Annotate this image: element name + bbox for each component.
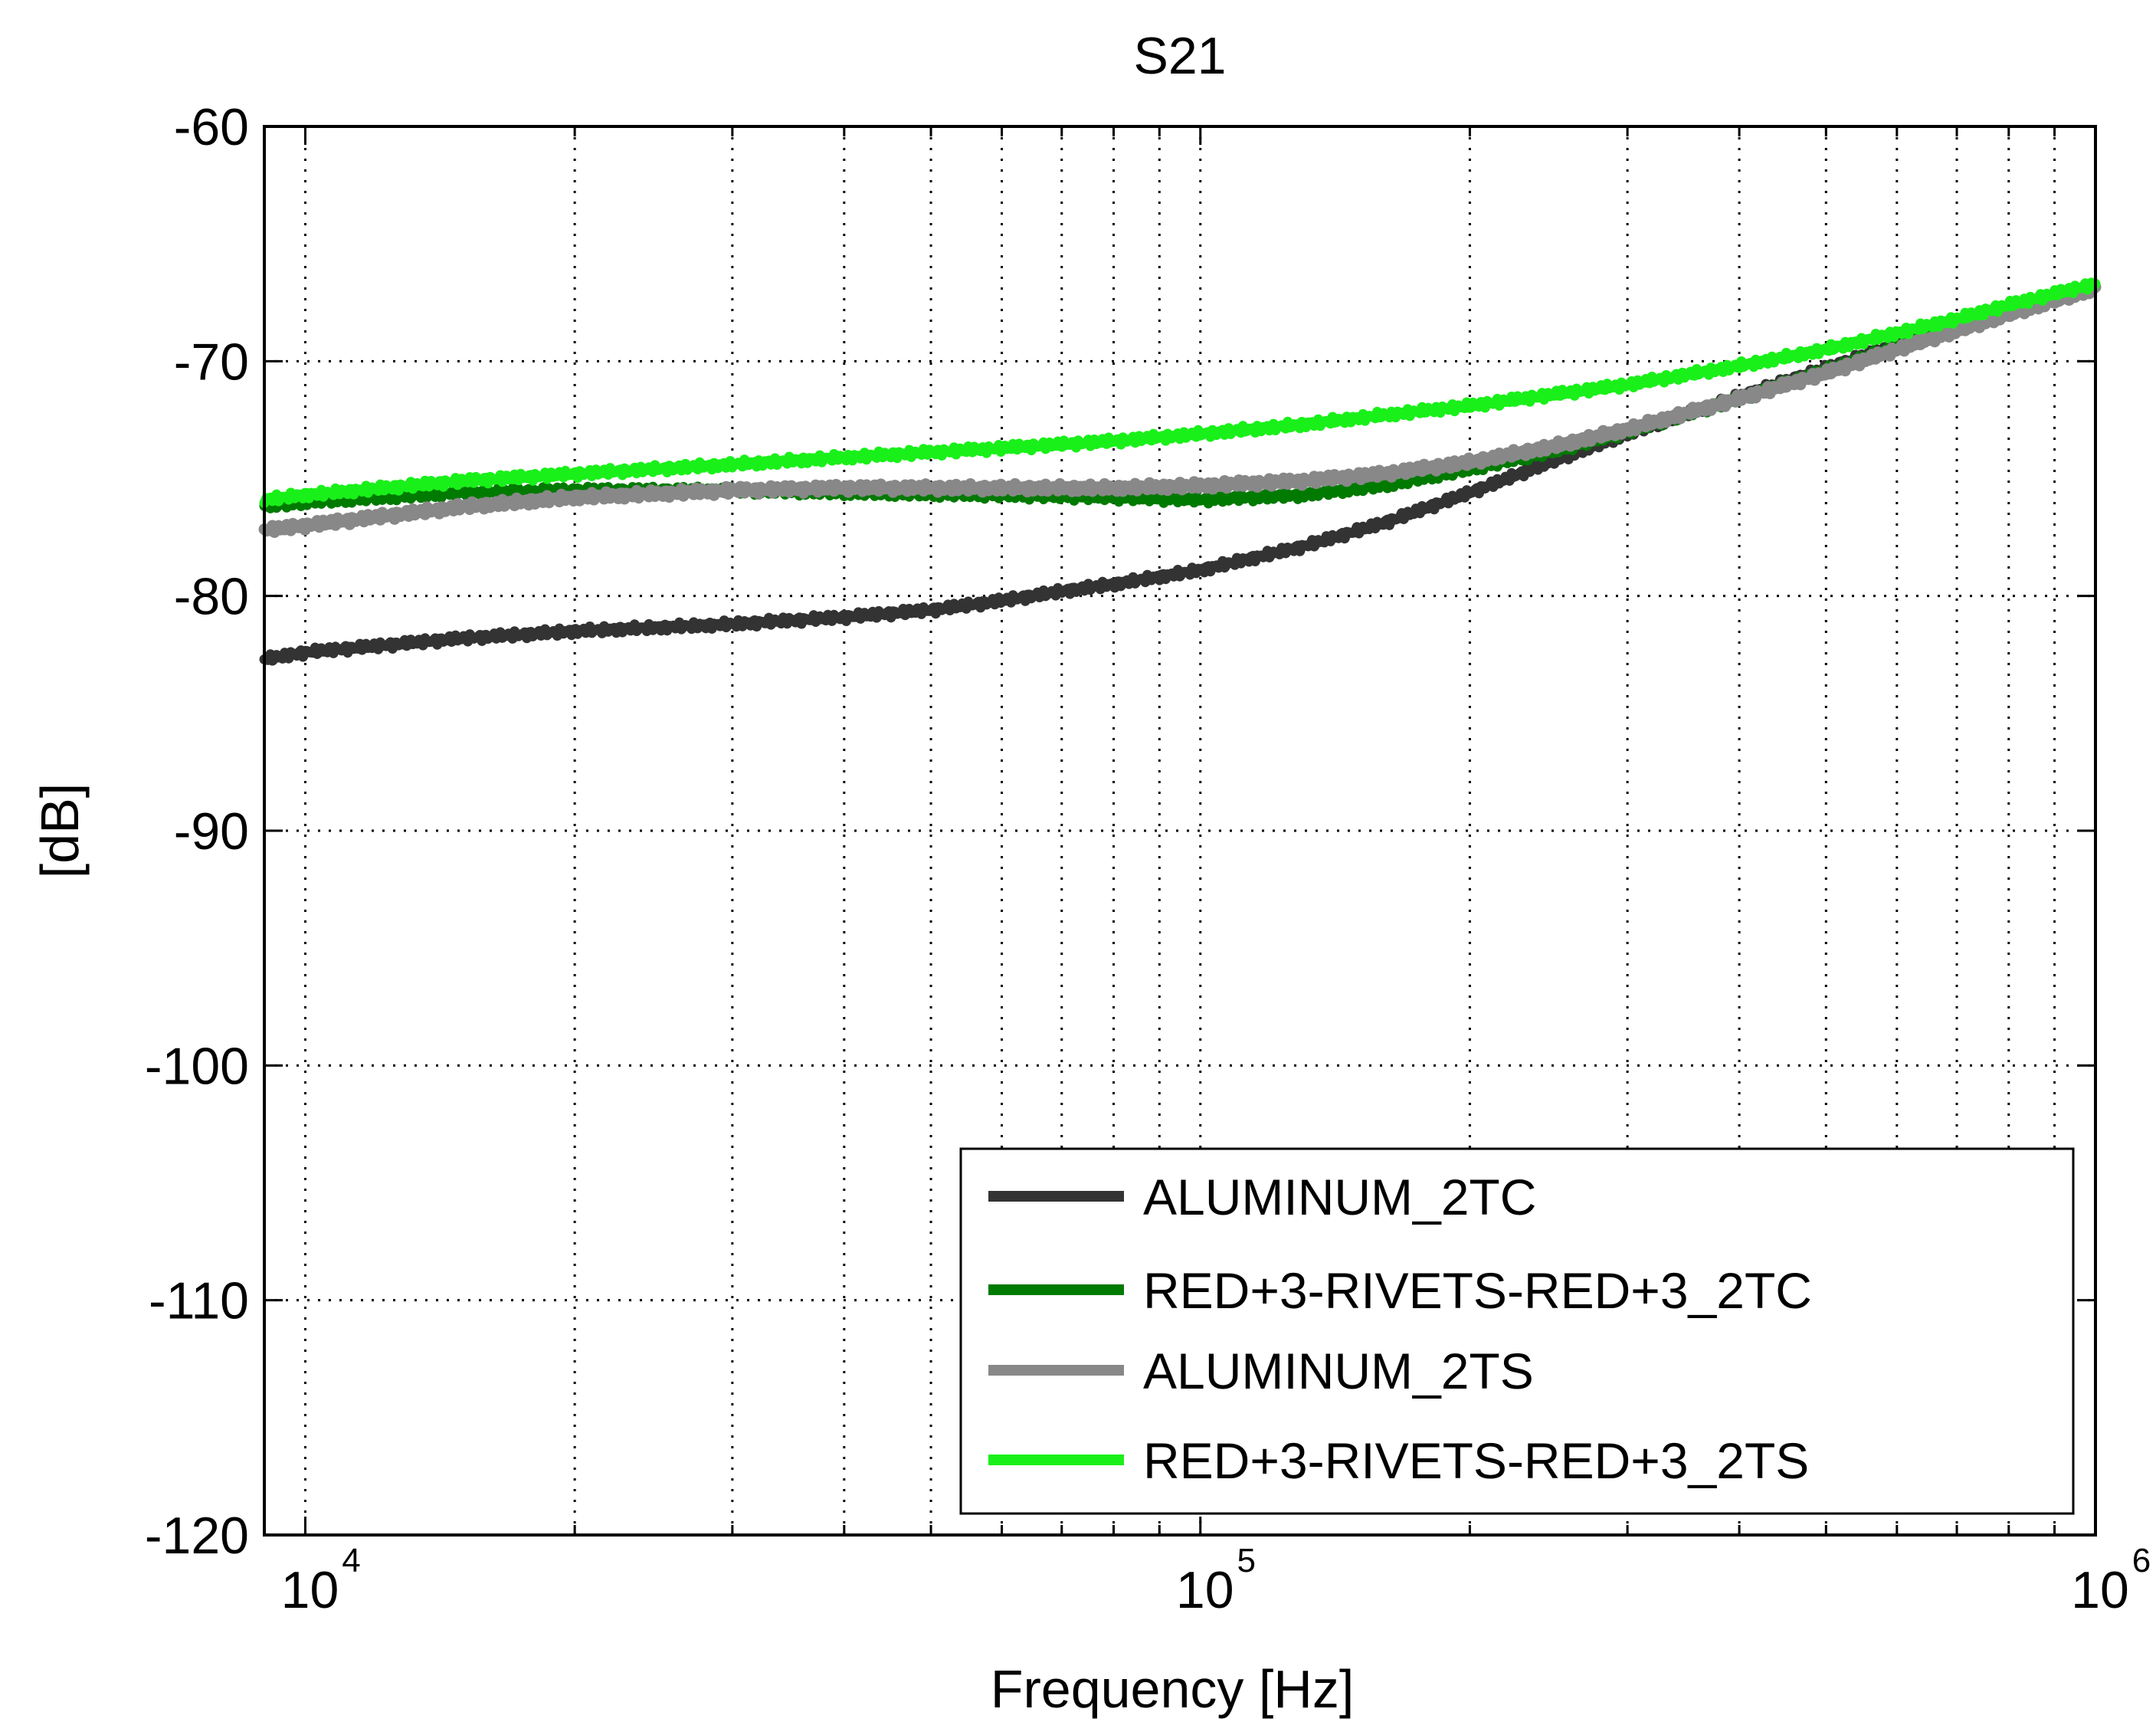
data-series (258, 277, 2102, 666)
x-tick-label-base: 10 (1176, 1561, 1234, 1619)
legend-entry: ALUMINUM_2TC (988, 1169, 1536, 1225)
legend-label: ALUMINUM_2TC (1143, 1169, 1536, 1225)
x-tick-label: 105 (1176, 1542, 1256, 1619)
x-tick-label-exponent: 5 (1237, 1542, 1255, 1579)
legend: ALUMINUM_2TC RED+3-RIVETS-RED+3_2TC ALUMIN… (959, 1147, 2075, 1515)
x-axis-label: Frequency [Hz] (991, 1659, 1355, 1719)
x-tick-label-base: 10 (2071, 1561, 2129, 1619)
legend-label: RED+3-RIVETS-RED+3_2TC (1143, 1262, 1812, 1319)
legend-entries: ALUMINUM_2TC RED+3-RIVETS-RED+3_2TC ALUMIN… (988, 1169, 1812, 1489)
x-tick-label-base: 10 (281, 1561, 339, 1619)
y-axis-label: [dB] (30, 783, 90, 879)
x-tick-label-exponent: 6 (2132, 1542, 2151, 1579)
y-tick-label: -120 (145, 1507, 249, 1565)
series-line (258, 281, 2102, 538)
series-line (259, 277, 2101, 508)
y-tick-label: -80 (174, 568, 249, 626)
plot-frame (263, 125, 2097, 1537)
legend-entry: RED+3-RIVETS-RED+3_2TC (988, 1262, 1812, 1319)
x-tick-label: 106 (2071, 1542, 2151, 1619)
chart-title: S21 (1134, 27, 1227, 85)
y-tick-labels: -60 -70 -80 -90 -100 -110 -120 (145, 98, 249, 1565)
legend-label: RED+3-RIVETS-RED+3_2TS (1143, 1432, 1809, 1489)
x-tick-label-exponent: 4 (342, 1542, 360, 1579)
legend-box (959, 1147, 2075, 1515)
x-tick-label: 104 (281, 1542, 361, 1619)
y-tick-label: -110 (149, 1272, 249, 1330)
y-tick-label: -60 (174, 98, 249, 156)
y-tick-label: -100 (145, 1037, 249, 1095)
legend-entry: ALUMINUM_2TS (988, 1343, 1534, 1399)
y-tick-label: -90 (174, 802, 249, 861)
y-tick-label: -70 (174, 333, 249, 391)
legend-entry: RED+3-RIVETS-RED+3_2TS (988, 1432, 1809, 1489)
legend-label: ALUMINUM_2TS (1143, 1343, 1534, 1399)
